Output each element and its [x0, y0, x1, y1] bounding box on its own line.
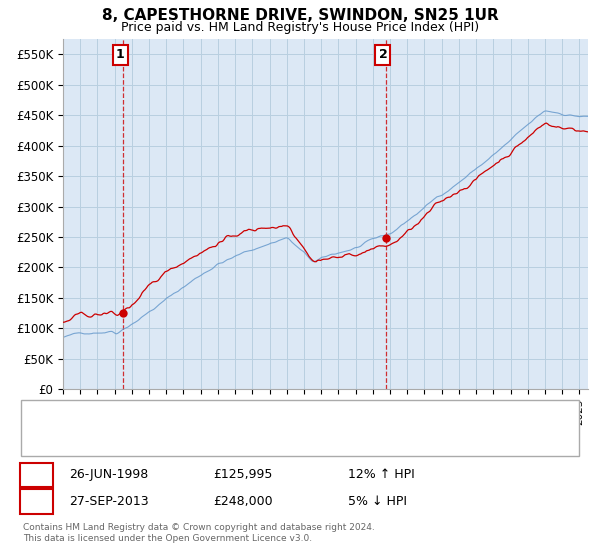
Text: 12% ↑ HPI: 12% ↑ HPI — [348, 468, 415, 482]
Text: £248,000: £248,000 — [213, 495, 272, 508]
Text: £125,995: £125,995 — [213, 468, 272, 482]
Text: 26-JUN-1998: 26-JUN-1998 — [69, 468, 148, 482]
Text: —: — — [36, 432, 53, 450]
Text: HPI: Average price, detached house, Swindon: HPI: Average price, detached house, Swin… — [60, 436, 314, 446]
Text: 8, CAPESTHORNE DRIVE, SWINDON, SN25 1UR: 8, CAPESTHORNE DRIVE, SWINDON, SN25 1UR — [101, 8, 499, 24]
Text: 1: 1 — [116, 49, 125, 62]
Text: 5% ↓ HPI: 5% ↓ HPI — [348, 495, 407, 508]
Text: —: — — [36, 401, 53, 419]
Text: 27-SEP-2013: 27-SEP-2013 — [69, 495, 149, 508]
Text: 2: 2 — [379, 49, 388, 62]
Text: 8, CAPESTHORNE DRIVE, SWINDON, SN25 1UR (detached house): 8, CAPESTHORNE DRIVE, SWINDON, SN25 1UR … — [60, 405, 422, 415]
Text: 1: 1 — [32, 468, 41, 482]
Text: 2: 2 — [32, 495, 41, 508]
Text: Contains HM Land Registry data © Crown copyright and database right 2024.
This d: Contains HM Land Registry data © Crown c… — [23, 524, 374, 543]
Text: Price paid vs. HM Land Registry's House Price Index (HPI): Price paid vs. HM Land Registry's House … — [121, 21, 479, 34]
